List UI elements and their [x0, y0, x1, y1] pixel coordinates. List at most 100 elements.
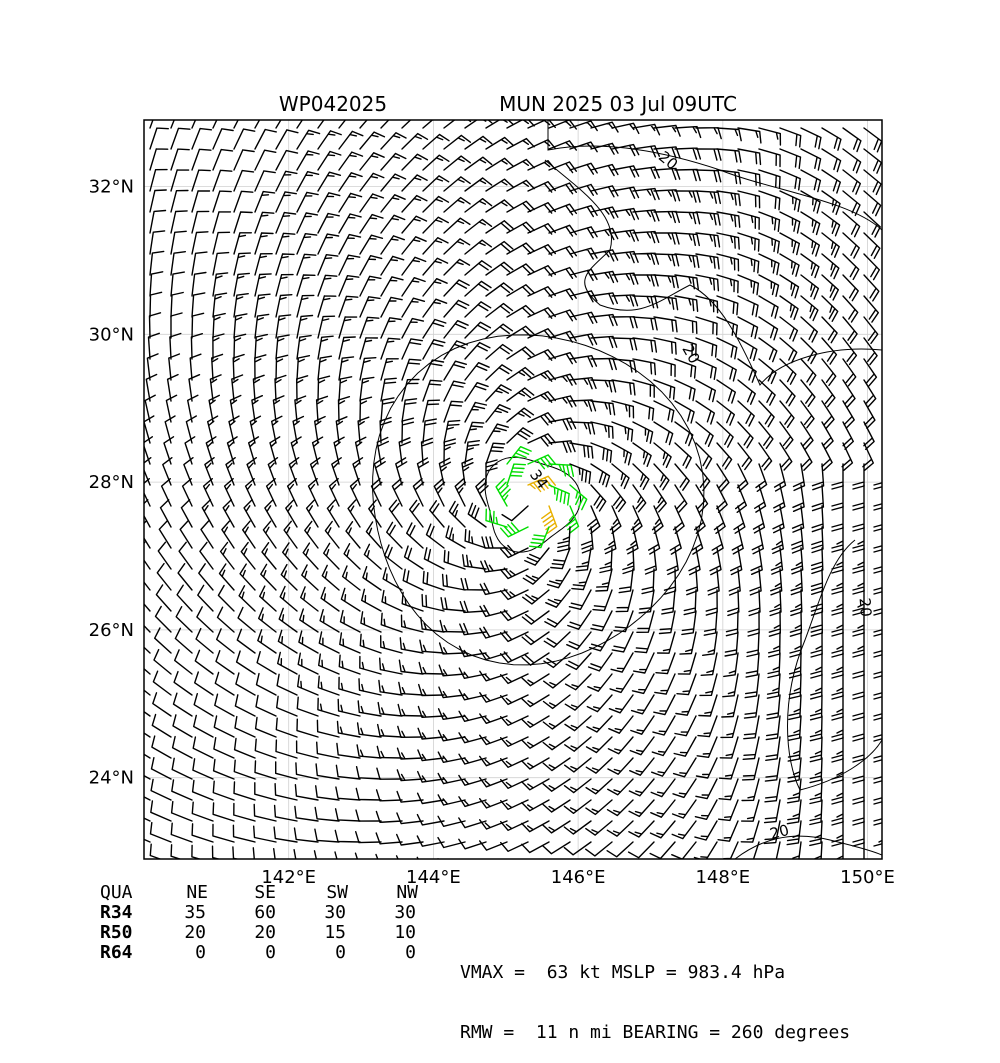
wind-barb: [800, 274, 820, 300]
wind-barb: [674, 316, 698, 335]
wind-barb: [569, 333, 598, 346]
wind-barb: [255, 672, 277, 696]
wind-barb: [632, 421, 654, 444]
wind-barb: [885, 149, 902, 173]
radius-nw: 30: [394, 902, 416, 923]
wind-barb: [741, 757, 760, 781]
wind-barb: [737, 232, 760, 252]
wind-barb: [500, 778, 529, 789]
wind-barb: [884, 443, 894, 470]
wind-barb: [355, 809, 382, 822]
wind-barb: [485, 459, 498, 486]
wind-barb: [873, 755, 882, 763]
wind-barb: [694, 799, 718, 820]
wind-barb: [396, 747, 424, 760]
wind-barb: [479, 798, 508, 809]
wind-barb: [370, 478, 383, 507]
wind-barb: [742, 736, 760, 760]
wind-barb: [240, 541, 256, 570]
wind-barb: [314, 828, 340, 843]
wind-barb: [611, 143, 640, 157]
wind-barb: [506, 137, 535, 150]
wind-barb: [191, 231, 209, 255]
wind-barb: [253, 825, 277, 843]
wind-barb: [590, 227, 619, 241]
wind-barb: [653, 316, 678, 333]
wind-barb: [401, 297, 426, 318]
contour-label: 20: [855, 597, 875, 618]
wind-barb: [587, 673, 613, 692]
wind-barb: [379, 657, 403, 675]
wind-barb: [790, 547, 804, 575]
wind-barb: [863, 190, 882, 217]
wind-barb: [175, 606, 193, 633]
wind-barb: [380, 214, 406, 234]
wind-barb: [275, 294, 293, 318]
wind-barb: [611, 316, 638, 329]
wind-barb: [401, 256, 427, 276]
wind-barb: [361, 588, 382, 612]
wind-barb: [386, 521, 403, 549]
wind-barb: [154, 627, 172, 654]
wind-barb: [443, 419, 461, 444]
wind-barb: [334, 808, 361, 822]
wind-barb: [810, 610, 823, 637]
wind-barb: [191, 127, 213, 150]
wind-barb: [145, 373, 158, 402]
wind-barb: [786, 778, 802, 804]
wind-barb: [863, 274, 880, 302]
wind-barb: [337, 396, 351, 423]
wind-barb: [485, 302, 514, 318]
wind-barb: [588, 631, 613, 652]
wind-barb: [779, 379, 796, 407]
wind-barb: [356, 722, 382, 738]
wind-barb: [401, 215, 428, 234]
wind-barb: [191, 312, 205, 339]
wind-barb: [479, 692, 508, 703]
wind-barb: [272, 395, 285, 423]
wind-barb: [831, 526, 844, 553]
wind-barb: [585, 778, 613, 795]
wind-barb: [810, 673, 823, 700]
radius-nw: 10: [394, 922, 416, 943]
wind-barb: [273, 804, 298, 822]
wind-barb: [506, 242, 535, 255]
wind-barb: [359, 396, 373, 423]
wind-barb: [695, 190, 721, 205]
wind-barb: [275, 129, 299, 150]
wind-barb: [809, 757, 823, 784]
wind-barb: [638, 589, 655, 614]
wind-barb: [275, 273, 294, 297]
wind-barb: [653, 379, 676, 400]
wind-barb: [296, 375, 309, 402]
wind-barb: [769, 589, 782, 617]
wind-barb: [280, 563, 298, 591]
contour-label: 20: [678, 341, 703, 367]
wind-barb: [479, 776, 508, 788]
wind-barb: [323, 542, 340, 570]
wind-barb: [569, 311, 598, 324]
contour-20kt-northeast: [544, 159, 882, 386]
wind-barb: [831, 736, 844, 763]
wind-barb: [831, 757, 844, 784]
wind-barb: [375, 853, 379, 859]
wind-barb: [674, 442, 692, 469]
wind-barb: [359, 655, 382, 675]
wind-barb: [337, 698, 361, 717]
wind-barb: [338, 376, 353, 402]
wind-barb: [674, 232, 700, 247]
wind-barb: [852, 820, 865, 847]
wind-barb: [688, 547, 701, 576]
wind-barb: [873, 818, 882, 826]
wind-barb: [233, 211, 253, 234]
wind-barb: [787, 863, 801, 886]
wind-barb: [630, 715, 655, 735]
wind-barb: [811, 526, 824, 554]
wind-barb: [440, 597, 466, 612]
wind-barb: [391, 478, 404, 507]
wind-barb: [718, 757, 739, 780]
wind-barb: [821, 421, 834, 450]
wind-barb: [401, 317, 425, 339]
y-tick-label: 26°N: [89, 620, 134, 641]
wind-barb: [506, 325, 535, 339]
